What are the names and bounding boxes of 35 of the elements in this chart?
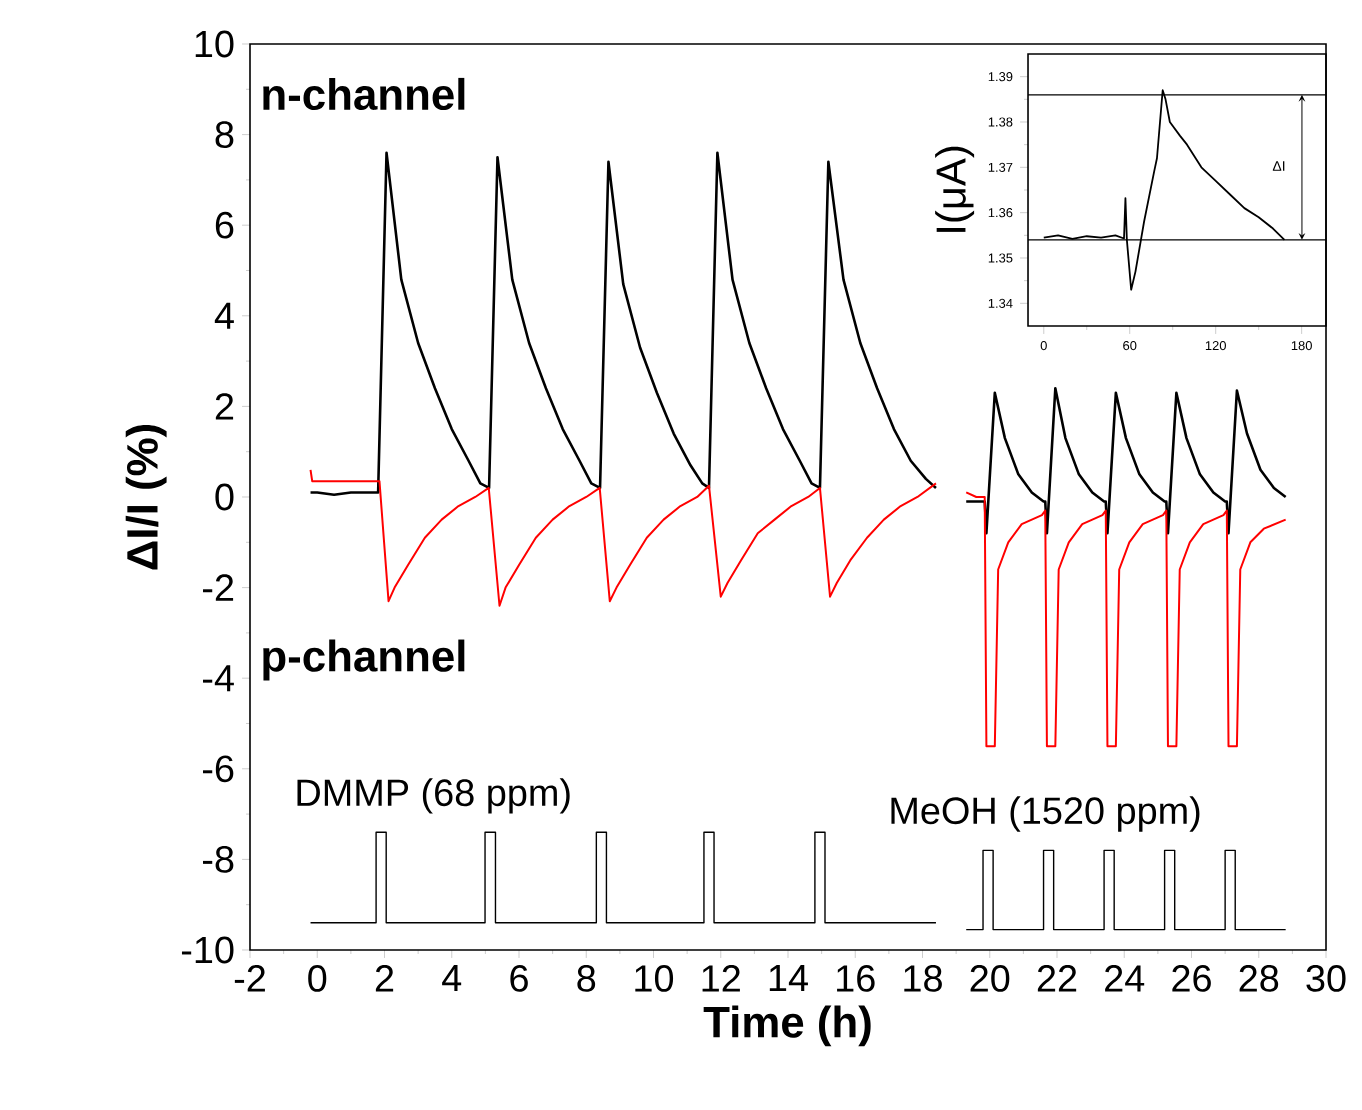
annotation: MeOH (1520 ppm) — [891, 796, 1200, 832]
y-axis-title: I(μA) — [935, 146, 975, 232]
x-tick-label: 4 — [442, 965, 462, 992]
x-tick-label: 6 — [510, 965, 528, 992]
x-tick-label: 22 — [1037, 965, 1077, 992]
x-tick-label: 0 — [308, 965, 327, 992]
x-tick-label: 14 — [769, 965, 808, 992]
x-tick-label: 8 — [577, 965, 596, 992]
x-tick-label: 2 — [375, 965, 394, 992]
y-tick-label: 2 — [215, 393, 234, 420]
annotation: DMMP (68 ppm) — [297, 778, 570, 814]
x-tick-label: 20 — [970, 965, 1010, 992]
y-tick-label: -4 — [203, 665, 234, 692]
y-tick-label: 6 — [215, 211, 234, 239]
y-tick-label: -10 — [181, 936, 234, 964]
y-tick-label: 10 — [195, 30, 234, 58]
x-tick-label: 10 — [635, 965, 674, 992]
x-tick-label: 24 — [1105, 965, 1145, 992]
x-tick-label: 12 — [702, 965, 740, 992]
x-tick-label: 30 — [1306, 965, 1346, 992]
x-axis-title: Time (h) — [703, 1005, 871, 1047]
y-tick-label: 8 — [215, 121, 234, 148]
y-tick-label: 0 — [215, 483, 234, 511]
y-tick-label: 4 — [214, 302, 234, 329]
y-tick-label: -2 — [203, 574, 234, 601]
y-tick-label: -8 — [203, 845, 234, 873]
x-tick-label: 18 — [904, 965, 942, 992]
x-tick-label: 26 — [1172, 965, 1211, 992]
y-tick-label: -6 — [203, 755, 234, 783]
annotation: n-channel — [263, 77, 465, 111]
y-axis-title: ΔI/I (%) — [125, 425, 167, 570]
x-tick-label: 16 — [837, 965, 875, 992]
annotation: p-channel — [263, 639, 465, 681]
x-tick-label: 28 — [1239, 965, 1279, 992]
x-tick-label: -2 — [234, 965, 265, 992]
